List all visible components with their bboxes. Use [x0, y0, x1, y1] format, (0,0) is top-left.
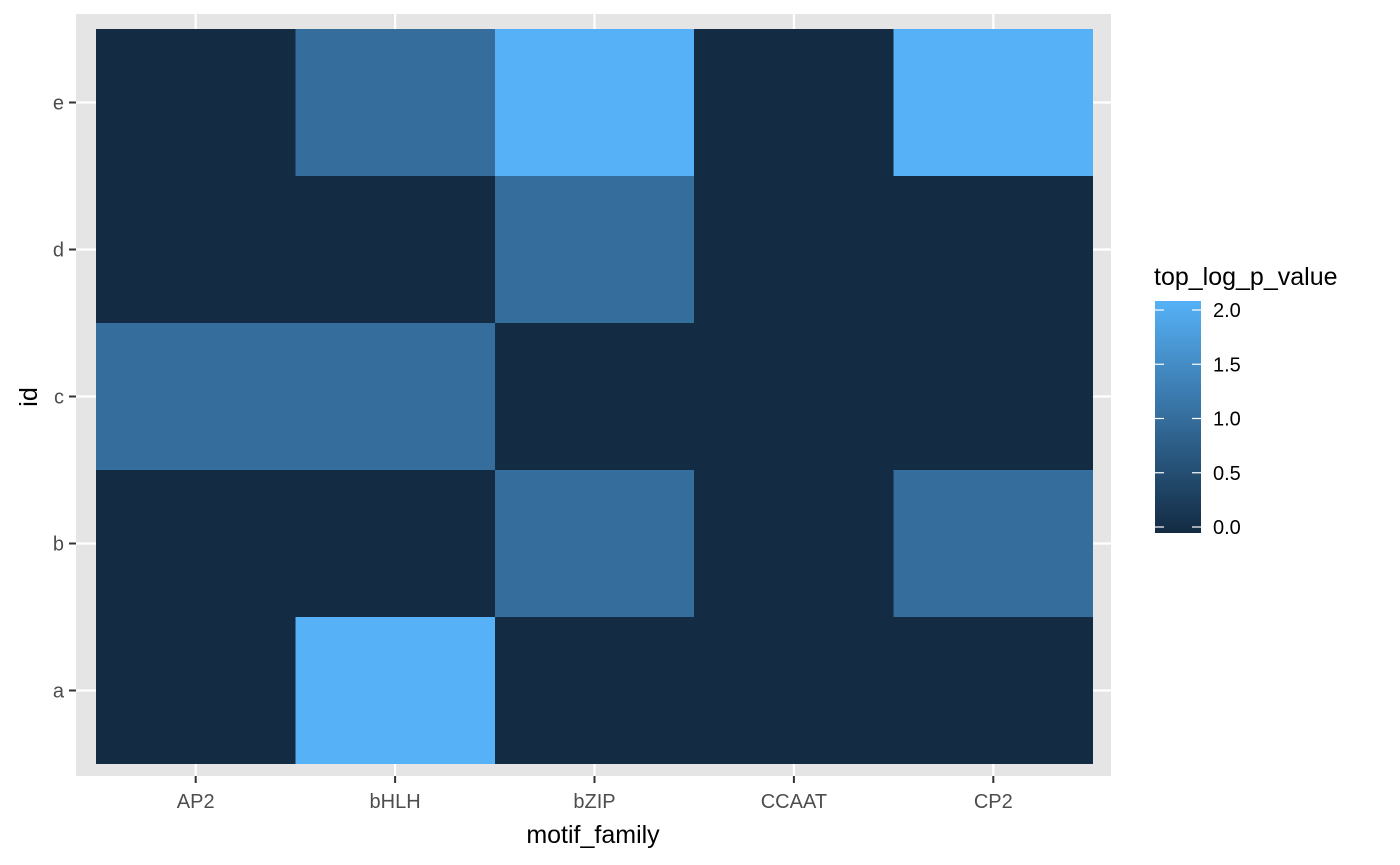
legend-tick-label: 1.5 — [1213, 354, 1241, 376]
cell-b-CP2 — [893, 470, 1093, 617]
color-legend: top_log_p_value 0.0 0.5 1.0 1.5 2.0 — [1154, 263, 1338, 539]
y-tick-label: c — [54, 387, 64, 409]
cell-d-CP2 — [893, 176, 1093, 323]
cell-b-bZIP — [494, 470, 695, 617]
cell-e-CCAAT — [694, 29, 894, 176]
cell-b-CCAAT — [694, 470, 894, 617]
legend-tick-label: 0.5 — [1213, 463, 1241, 485]
cell-e-bZIP — [494, 29, 695, 176]
x-tick-label: AP2 — [177, 791, 215, 813]
x-tick-label: CCAAT — [761, 791, 827, 813]
y-axis: a b c d e — [53, 93, 76, 703]
legend-tick-label: 0.0 — [1213, 517, 1241, 539]
cell-e-CP2 — [893, 29, 1093, 176]
y-tick-label: d — [53, 240, 64, 262]
cell-d-AP2 — [96, 176, 296, 323]
x-tick-label: CP2 — [974, 791, 1013, 813]
y-axis-title: id — [15, 387, 43, 406]
cell-e-bHLH — [295, 29, 495, 176]
cell-a-bZIP — [494, 617, 695, 764]
x-tick-label: bHLH — [370, 791, 421, 813]
legend-title: top_log_p_value — [1154, 263, 1338, 291]
y-tick-label: b — [53, 534, 64, 556]
cell-a-CCAAT — [694, 617, 894, 764]
cell-a-bHLH — [295, 617, 495, 764]
cell-c-AP2 — [96, 323, 296, 470]
cell-b-AP2 — [96, 470, 296, 617]
cell-c-CP2 — [893, 323, 1093, 470]
legend-colorbar — [1155, 301, 1201, 533]
cell-b-bHLH — [295, 470, 495, 617]
cell-d-CCAAT — [694, 176, 894, 323]
cell-d-bHLH — [295, 176, 495, 323]
legend-tick-label: 1.0 — [1213, 409, 1241, 431]
cell-d-bZIP — [494, 176, 695, 323]
y-tick-label: e — [53, 93, 64, 115]
cell-e-AP2 — [96, 29, 296, 176]
legend-tick-label: 2.0 — [1213, 300, 1241, 322]
x-axis: AP2 bHLH bZIP CCAAT CP2 — [177, 776, 1013, 813]
cell-c-bZIP — [494, 323, 695, 470]
heatmap-cells — [96, 29, 1093, 764]
cell-a-CP2 — [893, 617, 1093, 764]
x-axis-title: motif_family — [526, 821, 660, 849]
y-tick-label: a — [53, 681, 65, 703]
cell-c-bHLH — [295, 323, 495, 470]
cell-c-CCAAT — [694, 323, 894, 470]
cell-a-AP2 — [96, 617, 296, 764]
x-tick-label: bZIP — [573, 791, 615, 813]
